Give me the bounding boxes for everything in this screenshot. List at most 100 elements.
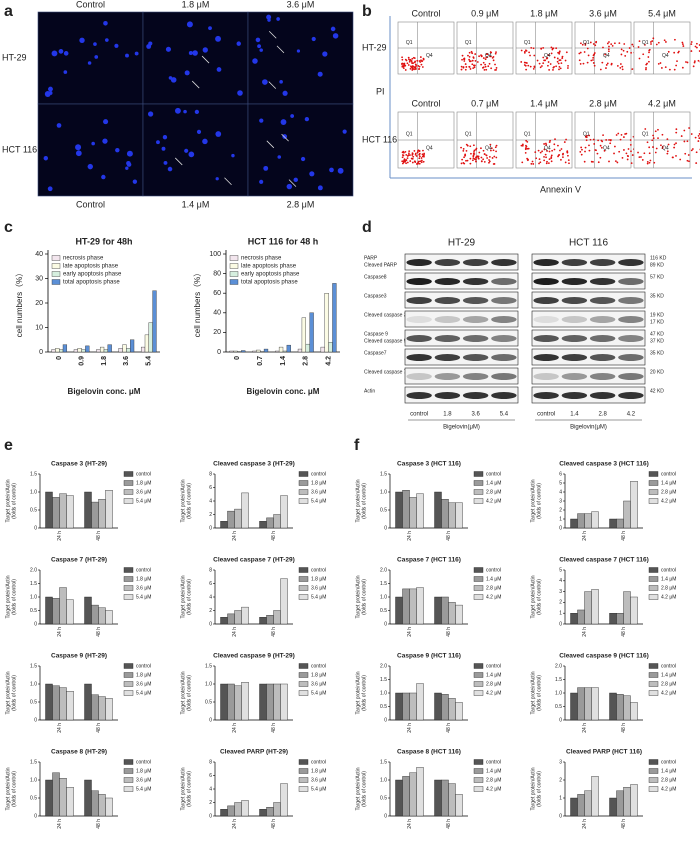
y-tick-label: 1.5 xyxy=(555,677,562,683)
event xyxy=(405,154,408,156)
event xyxy=(557,62,560,65)
quadrant-label: Q1 xyxy=(583,132,590,138)
event xyxy=(526,140,529,143)
y-tick-label: 8 xyxy=(209,471,212,477)
x-tick-label: 24 h xyxy=(57,819,63,829)
y-tick-label: 0 xyxy=(559,717,562,723)
legend-swatch xyxy=(123,768,134,774)
quadrant-label: Q4 xyxy=(485,53,492,59)
event xyxy=(630,150,632,153)
y-tick-label: 0 xyxy=(209,525,212,531)
band xyxy=(434,373,461,380)
nucleus xyxy=(87,163,93,170)
y-tick-label: 1 xyxy=(559,611,562,617)
bar xyxy=(273,610,281,625)
event xyxy=(418,68,421,70)
bar xyxy=(273,683,281,721)
event xyxy=(495,144,498,147)
legend-swatch xyxy=(648,594,659,600)
micrograph xyxy=(37,11,144,105)
bar xyxy=(148,322,153,353)
y-tick-label: 2.0 xyxy=(380,663,387,669)
event xyxy=(408,152,410,155)
quadrant-label: Q1 xyxy=(642,40,649,46)
event xyxy=(527,64,530,67)
legend-swatch xyxy=(648,690,659,696)
bar xyxy=(52,772,60,817)
event xyxy=(488,155,491,158)
event xyxy=(465,149,468,152)
nucleus xyxy=(290,114,295,118)
event xyxy=(411,57,414,60)
y-tick-label: 0 xyxy=(559,525,562,531)
legend-label: control xyxy=(136,759,151,765)
nucleus xyxy=(47,186,53,192)
event xyxy=(697,140,700,142)
y-tick-label: 8 xyxy=(209,759,212,765)
band xyxy=(589,278,616,285)
legend-label: 5.4 μM xyxy=(311,786,326,792)
nucleus xyxy=(174,107,181,114)
legend-swatch xyxy=(473,576,484,582)
bar xyxy=(616,694,624,721)
nucleus xyxy=(259,118,264,123)
event xyxy=(558,153,561,156)
y-tick-label: 5 xyxy=(559,480,562,486)
bar xyxy=(402,588,410,625)
y-tick-label: 1.0 xyxy=(380,489,387,495)
event xyxy=(406,161,409,164)
event xyxy=(421,60,424,62)
legend-swatch xyxy=(473,759,484,765)
bar xyxy=(434,491,442,529)
event xyxy=(488,159,490,161)
legend-label: late apoptosis phase xyxy=(241,264,297,270)
bar xyxy=(448,602,456,625)
column-label: 2.8 μM xyxy=(287,199,315,209)
event xyxy=(559,67,562,70)
bar xyxy=(229,350,234,353)
y-tick-label: 80 xyxy=(213,270,221,277)
event xyxy=(463,156,465,159)
event xyxy=(546,160,548,163)
y-tick-label: 4 xyxy=(209,594,212,600)
y-axis-label: (folds of control) xyxy=(536,483,542,519)
event xyxy=(550,154,553,157)
event xyxy=(618,42,621,45)
bar xyxy=(623,591,631,625)
nucleus xyxy=(236,41,241,46)
bar xyxy=(409,497,417,529)
y-tick-label: 0.5 xyxy=(380,795,387,801)
y-tick-label: 0 xyxy=(34,525,37,531)
event xyxy=(588,134,591,137)
band xyxy=(561,335,588,342)
y-tick-label: 0 xyxy=(559,813,562,819)
event xyxy=(474,53,477,55)
nucleus xyxy=(162,135,168,140)
bar xyxy=(152,290,157,353)
y-tick-label: 8 xyxy=(209,567,212,573)
event xyxy=(492,55,495,58)
event xyxy=(490,147,493,150)
nucleus xyxy=(102,138,108,144)
event xyxy=(525,68,528,71)
event xyxy=(645,68,647,71)
bar xyxy=(280,495,288,529)
arrow xyxy=(281,133,289,142)
legend-label: 1.8 μM xyxy=(136,768,151,774)
x-tick-label: 48 h xyxy=(271,723,277,733)
bar xyxy=(402,490,410,529)
legend-label: total apoptosis phase xyxy=(241,280,298,286)
x-tick-label: 2.8 xyxy=(303,356,310,366)
event xyxy=(469,68,472,70)
bar xyxy=(455,502,463,529)
y-axis-label: Target protein/Actin xyxy=(530,575,536,618)
nucleus xyxy=(277,155,282,159)
bar xyxy=(282,350,288,353)
event xyxy=(543,155,545,158)
bar xyxy=(332,283,337,353)
event xyxy=(563,141,566,143)
event xyxy=(478,55,481,58)
event xyxy=(485,154,488,157)
bar xyxy=(241,492,249,529)
legend-swatch xyxy=(473,786,484,792)
